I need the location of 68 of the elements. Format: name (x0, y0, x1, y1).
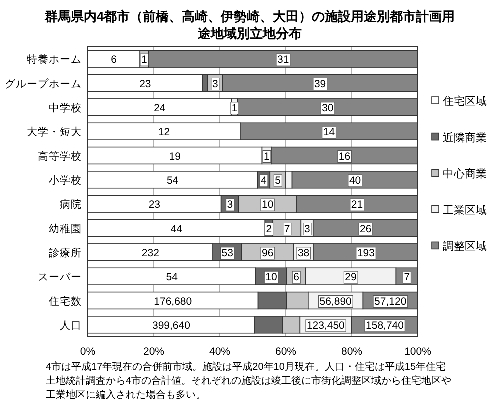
x-tick-label: 80% (341, 346, 363, 358)
annotation: 3 (304, 223, 311, 236)
annotation: 1 (264, 150, 270, 163)
annotation: 16 (338, 150, 351, 163)
annotation: 6 (294, 272, 300, 284)
y-tick-label: 診療所 (49, 246, 82, 260)
annotation: 38 (298, 247, 310, 260)
y-tick-label: 中学校 (49, 101, 82, 114)
annotation: 10 (262, 199, 274, 212)
annotation: 123,450 (306, 320, 346, 332)
y-tick-label: 大学・短大 (27, 126, 82, 139)
y-tick-label: スーパー (38, 272, 82, 284)
annotation: 1 (142, 54, 148, 66)
annotation: 399,640 (152, 320, 191, 332)
annotation: 54 (166, 174, 179, 187)
chart-title: 群馬県内4都市（前橋、高崎、伊勢崎、大田）の施設用途別都市計画用途地域別立地分布 (44, 8, 456, 42)
annotation: 44 (170, 223, 183, 236)
annotation: 232 (142, 247, 160, 260)
x-tick-label: 60% (275, 346, 297, 358)
annotation: 53 (222, 247, 234, 260)
x-tick-label: 20% (143, 346, 165, 358)
y-tick-label: 病院 (60, 198, 82, 212)
annotation: 26 (360, 223, 372, 236)
x-tick-label: 40% (209, 346, 231, 358)
annotation: 54 (166, 272, 178, 284)
annotation: 96 (262, 247, 274, 260)
legend-label: 住宅区域 (443, 95, 487, 108)
annotation: 3 (227, 199, 234, 212)
annotation: 29 (345, 272, 358, 284)
annotation: 10 (266, 272, 278, 284)
annotation: 57,120 (374, 296, 407, 308)
annotation: 21 (351, 199, 364, 212)
annotation: 4 (260, 174, 267, 187)
y-tick-label: 人口 (60, 320, 82, 332)
annotation: 30 (322, 102, 334, 114)
y-tick-label: 高等学校 (38, 150, 82, 163)
annotation: 7 (404, 272, 410, 284)
annotation: 3 (212, 78, 218, 90)
annotation: 176,680 (154, 296, 192, 308)
annotation: 19 (169, 150, 182, 163)
annotation: 23 (148, 199, 161, 212)
annotation: 5 (275, 174, 282, 187)
y-tick-label: 住宅数 (49, 294, 82, 308)
legend-label: 中心商業 (443, 168, 487, 181)
x-tick-label: 0% (80, 346, 96, 358)
y-tick-label: 幼稚園 (49, 222, 82, 236)
annotation: 7 (284, 223, 290, 236)
y-tick-label: 特養ホーム (27, 53, 82, 66)
annotation: 1 (232, 102, 238, 114)
legend-label: 近隣商業 (443, 131, 487, 144)
x-tick-label: 100% (404, 346, 432, 358)
annotation: 56,890 (320, 296, 352, 308)
annotation: 39 (314, 78, 326, 90)
annotation: 6 (111, 54, 118, 66)
annotation: 24 (154, 102, 166, 114)
annotation: 158,740 (366, 320, 404, 332)
legend-label: 調整区域 (443, 240, 487, 254)
annotation: 23 (140, 78, 152, 90)
annotation: 193 (357, 247, 376, 260)
annotation: 40 (349, 174, 362, 187)
annotation: 31 (278, 54, 290, 66)
legend-label: 工業区域 (443, 204, 487, 217)
y-tick-label: 小学校 (49, 174, 82, 187)
text: 4市は平成17年現在の合併前市域。施設は平成20年10月現在。人口・住宅は平成15年住宅土地統計調査から4市の合計値。それぞれの施設は竣工後に市街化調整区域から住宅地区や工業地区に編入された場合も多い。 (46, 361, 453, 403)
annotation: 12 (158, 126, 170, 139)
annotation: 14 (323, 126, 336, 139)
y-tick-label: グループホーム (5, 77, 82, 90)
annotation: 2 (266, 223, 272, 236)
